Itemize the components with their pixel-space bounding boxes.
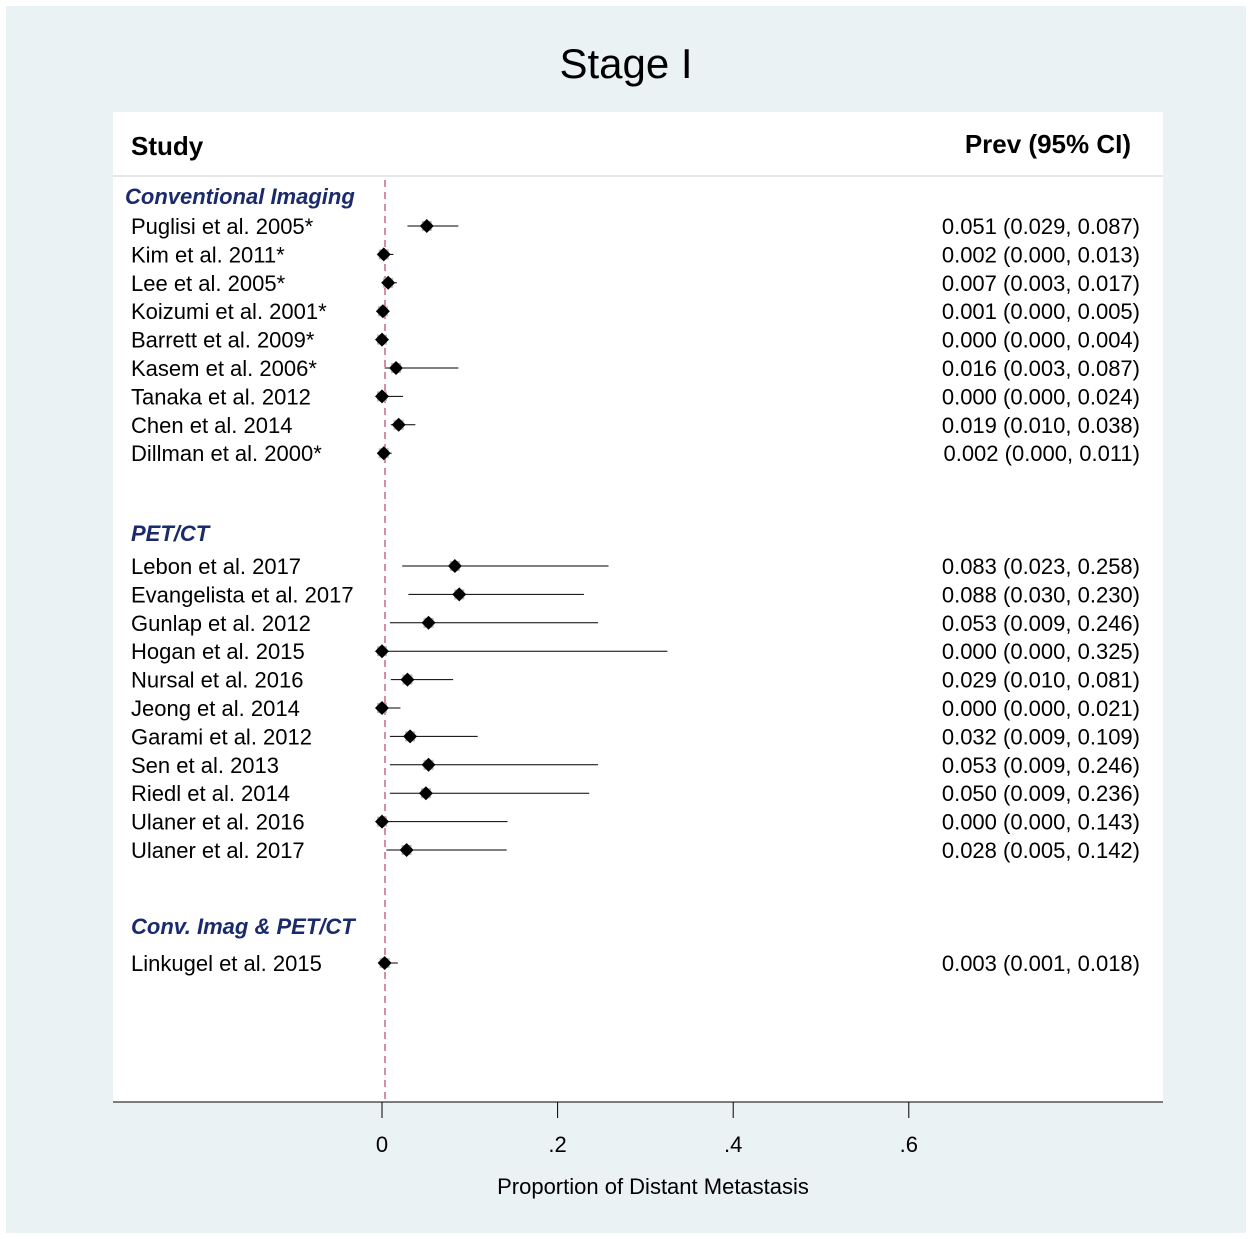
study-label: Koizumi et al. 2001* xyxy=(131,299,327,324)
point-estimate-marker xyxy=(375,644,389,659)
ci-label: 0.028 (0.005, 0.142) xyxy=(942,838,1140,863)
ci-label: 0.088 (0.030, 0.230) xyxy=(942,582,1140,607)
point-estimate-marker xyxy=(375,332,389,347)
x-tick-label: .4 xyxy=(724,1132,742,1157)
ci-label: 0.016 (0.003, 0.087) xyxy=(942,356,1140,381)
ci-label: 0.053 (0.009, 0.246) xyxy=(942,611,1140,636)
study-label: Hogan et al. 2015 xyxy=(131,639,305,664)
study-label: Linkugel et al. 2015 xyxy=(131,951,322,976)
ci-label: 0.001 (0.000, 0.005) xyxy=(942,299,1140,324)
point-estimate-marker xyxy=(375,304,390,319)
ci-label: 0.029 (0.010, 0.081) xyxy=(942,668,1140,693)
ci-label: 0.000 (0.000, 0.325) xyxy=(942,639,1140,664)
point-estimate-marker xyxy=(419,219,434,233)
ci-label: 0.000 (0.000, 0.143) xyxy=(942,810,1140,835)
point-estimate-marker xyxy=(421,615,436,630)
ci-label: 0.003 (0.001, 0.018) xyxy=(942,951,1140,976)
x-tick-label: .6 xyxy=(900,1132,918,1157)
group-label: Conv. Imag & PET/CT xyxy=(131,914,356,939)
ci-label: 0.000 (0.000, 0.021) xyxy=(942,696,1140,721)
study-label: Garami et al. 2012 xyxy=(131,724,312,749)
point-estimate-marker xyxy=(399,843,414,857)
ci-label: 0.032 (0.009, 0.109) xyxy=(942,724,1140,749)
x-tick-label: .2 xyxy=(548,1132,566,1157)
chart-title: Stage I xyxy=(559,40,693,87)
study-label: Evangelista et al. 2017 xyxy=(131,582,354,607)
study-label: Chen et al. 2014 xyxy=(131,413,292,438)
study-label: Barrett et al. 2009* xyxy=(131,328,315,353)
x-tick-label: 0 xyxy=(376,1132,388,1157)
point-estimate-marker xyxy=(418,786,433,801)
group-label: Conventional Imaging xyxy=(125,184,355,209)
header-study: Study xyxy=(131,131,204,161)
study-label: Sen et al. 2013 xyxy=(131,753,279,778)
study-label: Kasem et al. 2006* xyxy=(131,356,317,381)
study-label: Kim et al. 2011* xyxy=(131,242,285,267)
point-estimate-marker xyxy=(376,247,391,262)
ci-label: 0.051 (0.029, 0.087) xyxy=(942,214,1140,239)
ci-label: 0.083 (0.023, 0.258) xyxy=(942,554,1140,579)
study-label: Ulaner et al. 2016 xyxy=(131,810,305,835)
study-label: Ulaner et al. 2017 xyxy=(131,838,305,863)
point-estimate-marker xyxy=(377,956,392,970)
ci-label: 0.050 (0.009, 0.236) xyxy=(942,781,1140,806)
ci-label: 0.019 (0.010, 0.038) xyxy=(942,413,1140,438)
x-axis-label: Proportion of Distant Metastasis xyxy=(497,1174,809,1199)
study-label: Riedl et al. 2014 xyxy=(131,781,290,806)
point-estimate-marker xyxy=(376,446,391,461)
point-estimate-marker xyxy=(375,814,389,829)
study-label: Dillman et al. 2000* xyxy=(131,441,322,466)
plot-panel xyxy=(113,112,1163,1102)
study-label: Lee et al. 2005* xyxy=(131,271,286,296)
study-label: Lebon et al. 2017 xyxy=(131,554,301,579)
ci-label: 0.053 (0.009, 0.246) xyxy=(942,753,1140,778)
point-estimate-marker xyxy=(447,559,462,573)
ci-label: 0.000 (0.000, 0.024) xyxy=(942,384,1140,409)
point-estimate-marker xyxy=(375,389,389,404)
point-estimate-marker xyxy=(375,701,389,715)
study-label: Jeong et al. 2014 xyxy=(131,696,300,721)
point-estimate-marker xyxy=(389,361,404,375)
ci-label: 0.007 (0.003, 0.017) xyxy=(942,271,1140,296)
point-estimate-marker xyxy=(391,417,406,432)
group-label: PET/CT xyxy=(131,521,211,546)
point-estimate-marker xyxy=(421,757,436,772)
ci-label: 0.000 (0.000, 0.004) xyxy=(942,328,1140,353)
point-estimate-marker xyxy=(403,729,418,744)
study-label: Puglisi et al. 2005* xyxy=(131,214,314,239)
study-label: Gunlap et al. 2012 xyxy=(131,611,311,636)
header-prevalence: Prev (95% CI) xyxy=(965,129,1131,159)
point-estimate-marker xyxy=(381,275,396,290)
point-estimate-marker xyxy=(452,587,467,602)
study-label: Nursal et al. 2016 xyxy=(131,668,303,693)
ci-label: 0.002 (0.000, 0.011) xyxy=(943,441,1140,466)
study-label: Tanaka et al. 2012 xyxy=(131,384,311,409)
point-estimate-marker xyxy=(400,672,415,687)
ci-label: 0.002 (0.000, 0.013) xyxy=(942,242,1140,267)
